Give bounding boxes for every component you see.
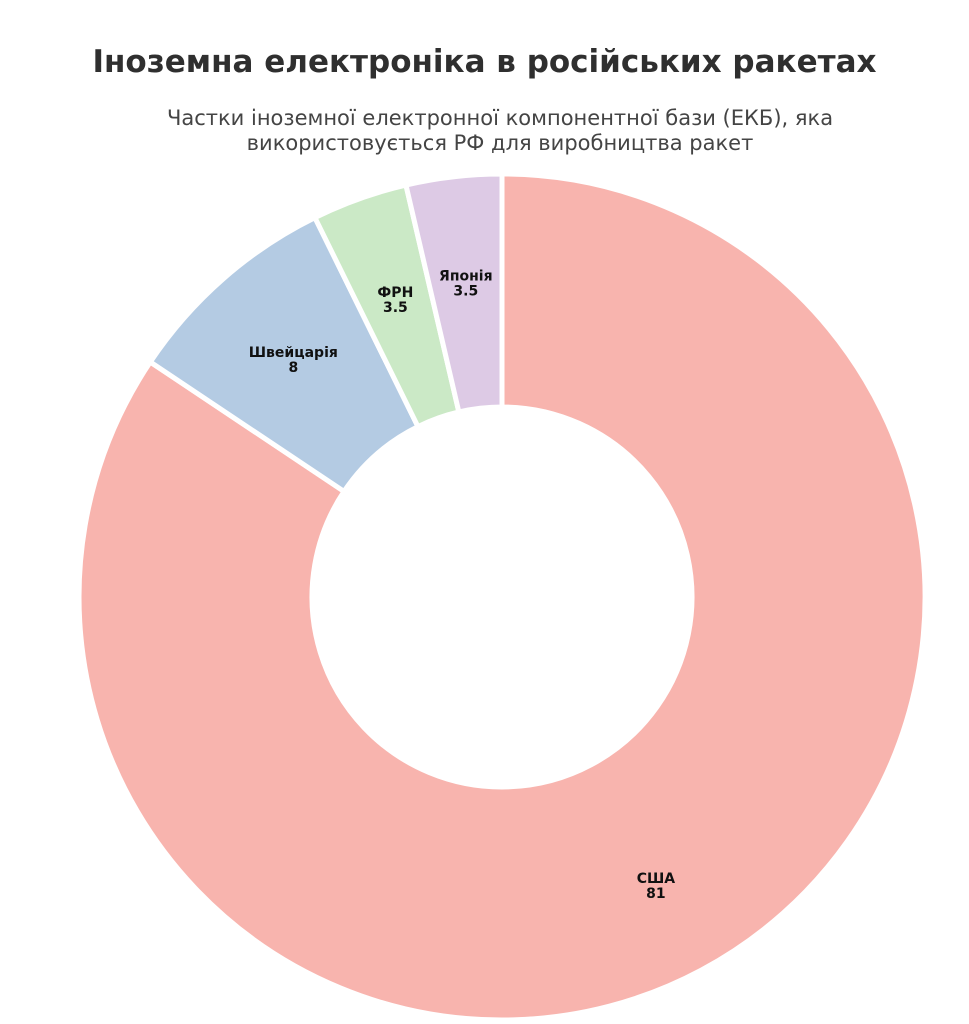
slice-0-name-label: США xyxy=(637,871,676,887)
slice-1-name-label: Швейцарія xyxy=(249,345,338,361)
slice-2-value-label: 3.5 xyxy=(383,300,408,316)
slice-3-arc xyxy=(403,171,505,415)
slice-2-name-label: ФРН xyxy=(377,285,413,301)
chart-title: Іноземна електроніка в російських ракета… xyxy=(92,44,877,80)
slice-0-arc xyxy=(76,171,928,1023)
chart-subtitle: Частки іноземної електронної компонентно… xyxy=(166,106,834,155)
slice-1-value-label: 8 xyxy=(288,360,298,376)
slice-3-value-label: 3.5 xyxy=(453,284,478,300)
slice-3-name-label: Японія xyxy=(439,269,493,285)
slice-0-value-label: 81 xyxy=(646,886,665,902)
slices-layer xyxy=(76,171,928,1023)
